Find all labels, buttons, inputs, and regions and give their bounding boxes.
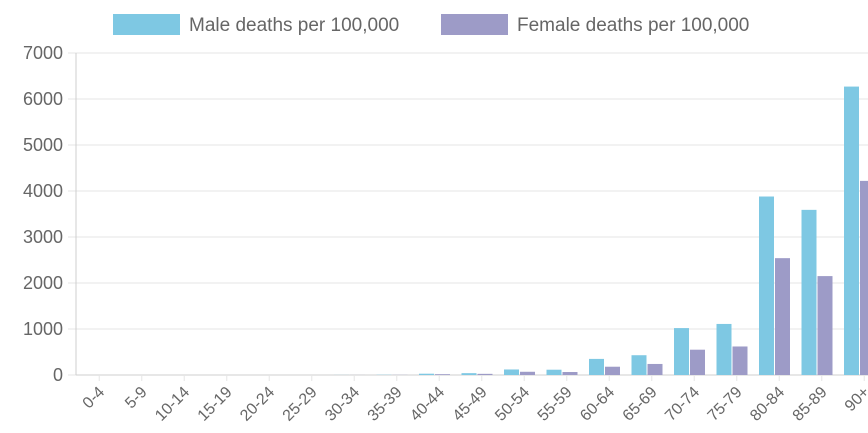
bar-female-55-59 bbox=[562, 372, 578, 375]
x-tick-label: 10-14 bbox=[152, 384, 193, 425]
legend-swatch-female[interactable] bbox=[441, 14, 508, 35]
x-axis-ticks: 0-4 5-9 10-14 15-19 20-24 25-29 30-34 35-39 40-4… bbox=[80, 384, 868, 425]
y-axis-ticks: 0 1000 2000 3000 4000 5000 6000 7000 bbox=[23, 43, 63, 385]
x-tick-label: 85-89 bbox=[790, 384, 831, 425]
bar-male-80-84 bbox=[759, 196, 774, 375]
bar-male-45-49 bbox=[461, 373, 477, 375]
bar-male-40-44 bbox=[419, 373, 434, 375]
bar-male-90+ bbox=[844, 86, 859, 375]
y-tick-label: 4000 bbox=[23, 181, 63, 201]
x-tick-label: 80-84 bbox=[747, 384, 788, 425]
x-tick-label: 15-19 bbox=[195, 384, 236, 425]
x-tick-label: 45-49 bbox=[450, 384, 491, 425]
x-tick-label: 35-39 bbox=[365, 384, 406, 425]
x-tick-label: 40-44 bbox=[407, 384, 448, 425]
legend-label-female[interactable]: Female deaths per 100,000 bbox=[517, 15, 749, 36]
bar-female-40-44 bbox=[435, 374, 450, 375]
bar-female-90+ bbox=[860, 180, 868, 375]
bar-female-50-54 bbox=[520, 371, 535, 375]
bar-male-60-64 bbox=[589, 358, 604, 375]
x-tick-label: 5-9 bbox=[122, 384, 150, 412]
bar-female-70-74 bbox=[690, 349, 705, 375]
x-tick-label: 20-24 bbox=[237, 384, 278, 425]
bars bbox=[334, 86, 868, 375]
x-tick-label: 55-59 bbox=[535, 384, 576, 425]
x-tick-label: 0-4 bbox=[80, 384, 108, 412]
bar-male-75-79 bbox=[716, 323, 732, 375]
y-tick-label: 3000 bbox=[23, 227, 63, 247]
bar-male-70-74 bbox=[674, 328, 689, 375]
y-tick-label: 2000 bbox=[23, 273, 63, 293]
y-tick-label: 7000 bbox=[23, 43, 63, 63]
y-tick-label: 1000 bbox=[23, 319, 63, 339]
x-tick-label: 25-29 bbox=[280, 384, 321, 425]
x-tick-label: 50-54 bbox=[492, 384, 533, 425]
x-tick-label: 60-64 bbox=[577, 384, 618, 425]
bar-male-50-54 bbox=[504, 369, 519, 375]
bar-female-75-79 bbox=[732, 346, 748, 375]
bar-female-60-64 bbox=[605, 366, 620, 375]
bar-female-85-89 bbox=[817, 276, 833, 375]
grid-lines bbox=[68, 52, 868, 381]
bar-male-85-89 bbox=[801, 209, 817, 375]
bar-male-55-59 bbox=[546, 369, 562, 375]
legend: Male deaths per 100,000 Female deaths per… bbox=[113, 14, 749, 36]
x-tick-label: 30-34 bbox=[322, 384, 363, 425]
y-tick-label: 0 bbox=[53, 365, 63, 385]
legend-swatch-male[interactable] bbox=[113, 14, 180, 35]
x-tick-label: 70-74 bbox=[662, 384, 703, 425]
y-tick-label: 6000 bbox=[23, 89, 63, 109]
bar-female-65-69 bbox=[647, 363, 663, 375]
bar-male-65-69 bbox=[631, 355, 647, 375]
bar-female-80-84 bbox=[775, 258, 790, 375]
legend-label-male[interactable]: Male deaths per 100,000 bbox=[189, 15, 399, 36]
x-tick-label: 65-69 bbox=[620, 384, 661, 425]
x-tick-label: 90+ bbox=[842, 384, 868, 415]
x-tick-label: 75-79 bbox=[705, 384, 746, 425]
bar-female-45-49 bbox=[477, 373, 493, 375]
y-tick-label: 5000 bbox=[23, 135, 63, 155]
